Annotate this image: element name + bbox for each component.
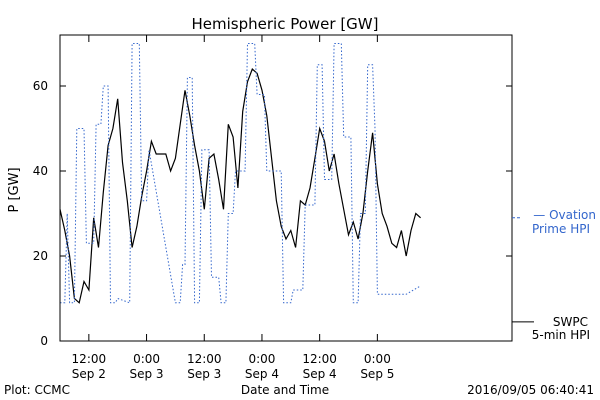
footer-timestamp: 2016/09/05 06:40:41 — [467, 383, 594, 397]
y-tick-label: 60 — [33, 79, 48, 93]
x-tick-label-time: 12:00 — [302, 352, 337, 366]
x-tick-label-time: 0:00 — [248, 352, 275, 366]
x-tick-label-time: 12:00 — [187, 352, 222, 366]
legend-label-ovation-line1: — Ovation — [533, 208, 596, 222]
x-tick-label-time: 0:00 — [133, 352, 160, 366]
series-line-swpc — [59, 67, 422, 304]
y-tick-label: 0 — [40, 334, 48, 348]
legend-label-ovation-line2: Prime HPI — [532, 222, 590, 236]
legend-label-swpc-line2: 5-min HPI — [532, 328, 590, 342]
x-tick-label-date: Sep 2 — [72, 367, 106, 381]
x-tick-label-time: 12:00 — [72, 352, 107, 366]
x-tick-label-date: Sep 3 — [130, 367, 164, 381]
x-tick-label-date: Sep 4 — [245, 367, 279, 381]
plot-frame — [59, 34, 513, 342]
x-tick-label-date: Sep 5 — [360, 367, 394, 381]
series-line-ovation-prime — [60, 43, 421, 304]
y-tick-label: 40 — [33, 164, 48, 178]
legend-label-swpc-line1: SWPC — [553, 315, 588, 329]
y-axis-label: P [GW] — [7, 167, 22, 212]
x-tick-label-date: Sep 4 — [303, 367, 337, 381]
series-layer — [59, 43, 422, 304]
x-axis-label: Date and Time — [241, 383, 329, 397]
footer-plot-credit: Plot: CCMC — [4, 383, 70, 397]
x-tick-label-time: 0:00 — [364, 352, 391, 366]
chart-title: Hemispheric Power [GW] — [192, 15, 379, 33]
x-tick-label-date: Sep 3 — [187, 367, 221, 381]
y-tick-label: 20 — [33, 249, 48, 263]
